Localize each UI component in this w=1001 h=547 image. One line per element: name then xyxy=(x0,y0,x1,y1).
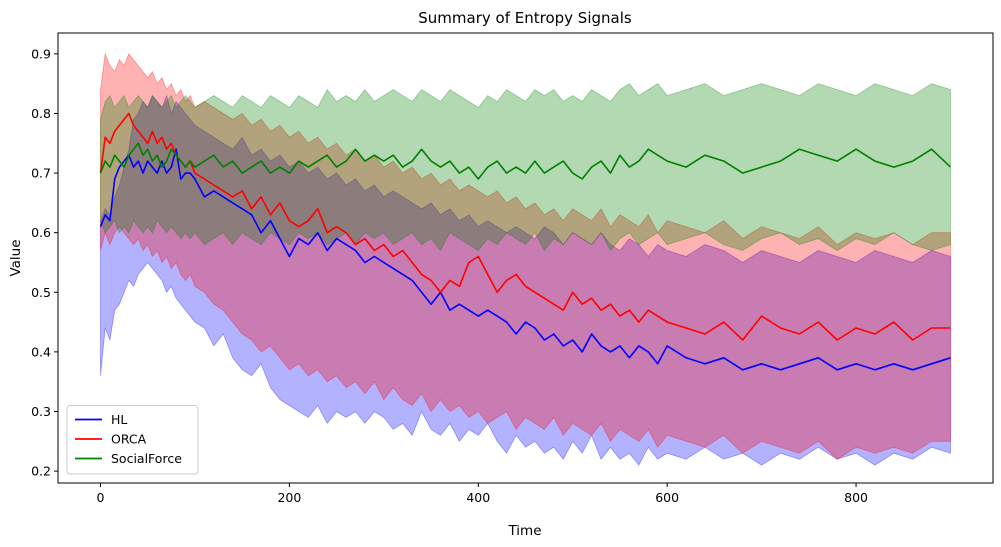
y-axis-label: Value xyxy=(8,239,24,276)
socialforce-line xyxy=(99,142,952,180)
x-tick-label: 400 xyxy=(466,490,490,505)
socialforce-band xyxy=(100,83,951,252)
x-tick-label: 200 xyxy=(277,490,301,505)
legend: HL ORCA SocialForce xyxy=(66,405,199,475)
legend-label-orca: ORCA xyxy=(111,432,147,447)
y-tick-label: 0.4 xyxy=(31,344,51,359)
y-tick-label: 0.8 xyxy=(31,106,51,121)
legend-box xyxy=(66,405,199,475)
y-tick-label: 0.9 xyxy=(31,46,51,61)
legend-label-socialforce: SocialForce xyxy=(111,451,182,466)
x-tick-label: 0 xyxy=(97,490,105,505)
orca-line xyxy=(99,112,951,341)
y-tick-label: 0.5 xyxy=(31,285,51,300)
plot-frame xyxy=(57,32,994,484)
x-tick-label: 800 xyxy=(844,490,868,505)
y-axis-ticks: 0.2 0.3 0.4 0.5 0.6 0.7 0.8 0.9 xyxy=(31,46,58,479)
x-axis-label: Time xyxy=(507,523,541,539)
confidence-bands xyxy=(100,52,951,466)
hl-line xyxy=(99,148,951,371)
y-tick-label: 0.3 xyxy=(31,404,51,419)
series-lines xyxy=(99,112,952,371)
legend-label-hl: HL xyxy=(111,412,127,427)
hl-band xyxy=(100,94,951,466)
chart-title: Summary of Entropy Signals xyxy=(418,9,632,27)
x-tick-label: 600 xyxy=(655,490,679,505)
y-tick-label: 0.2 xyxy=(31,464,51,479)
y-tick-label: 0.7 xyxy=(31,166,51,181)
y-tick-label: 0.6 xyxy=(31,225,51,240)
x-axis-ticks: 0 200 400 600 800 xyxy=(97,483,868,505)
orca-band xyxy=(100,52,951,460)
